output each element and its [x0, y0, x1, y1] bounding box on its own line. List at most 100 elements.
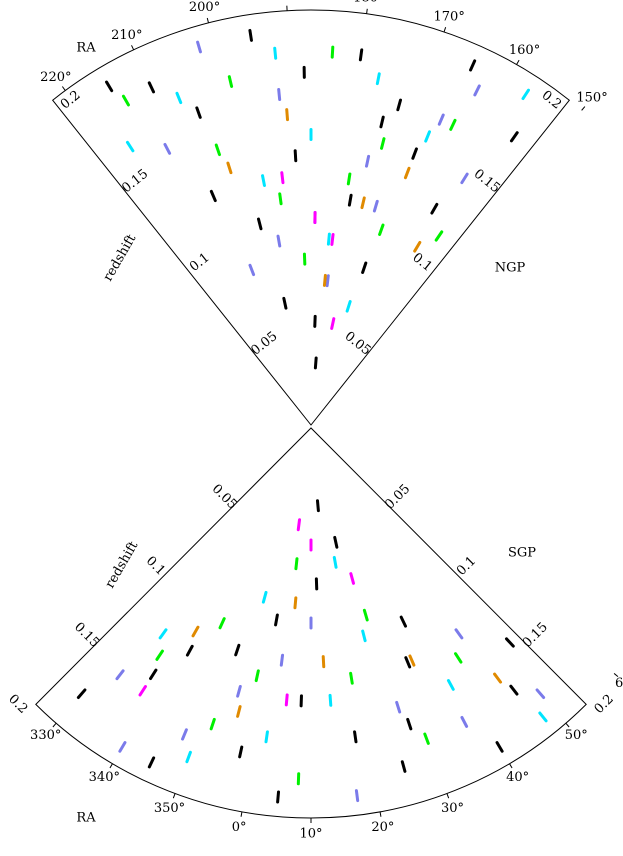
- galaxy: [227, 75, 234, 88]
- z-tick-label: 0.2: [5, 692, 30, 717]
- ra-tick: [379, 811, 382, 817]
- galaxy: [264, 730, 269, 744]
- galaxy: [424, 130, 431, 143]
- galaxy: [185, 750, 192, 764]
- galaxy: [121, 94, 130, 107]
- galaxy: [423, 732, 430, 745]
- z-axis-label: redshift: [101, 231, 140, 284]
- wedge-title: SGP: [508, 546, 536, 561]
- galaxy: [181, 728, 188, 741]
- ra-tick-label: 30°: [441, 801, 464, 816]
- ra-tick: [240, 811, 243, 817]
- galaxy: [326, 232, 331, 246]
- wedge-outline: [51, 9, 571, 426]
- galaxy: [257, 217, 263, 231]
- galaxy: [413, 240, 422, 253]
- galaxy: [277, 88, 282, 102]
- galaxy: [347, 193, 353, 207]
- galaxy: [380, 137, 386, 150]
- z-tick-label: 0.15: [71, 620, 102, 651]
- galaxy: [408, 654, 416, 667]
- galaxy: [282, 296, 288, 310]
- galaxy: [321, 655, 326, 669]
- galaxy: [493, 672, 503, 684]
- ra-tick-label: 210°: [111, 28, 142, 43]
- galaxy: [460, 716, 469, 728]
- galaxy: [234, 643, 241, 657]
- ra-tick-label: 220°: [40, 70, 71, 85]
- wedge-title: NGP: [495, 261, 526, 276]
- galaxy: [118, 741, 127, 753]
- galaxy: [330, 233, 335, 246]
- galaxy: [454, 628, 464, 640]
- galaxy: [138, 685, 147, 697]
- z-tick-label: 0.15: [520, 620, 551, 651]
- ra-tick-label: 170°: [434, 9, 465, 24]
- galaxy: [406, 717, 413, 731]
- galaxy: [495, 741, 504, 753]
- ra-tick: [516, 59, 520, 65]
- ra-tick: [613, 673, 619, 677]
- galaxy: [535, 688, 546, 699]
- galaxy: [509, 131, 519, 143]
- z-tick-label: 0.05: [209, 482, 240, 513]
- galaxy: [400, 760, 407, 773]
- galaxy: [504, 637, 515, 648]
- galaxy: [379, 115, 385, 129]
- ra-tick-label: 200°: [189, 0, 220, 15]
- galaxy: [328, 693, 333, 707]
- galaxy: [273, 46, 278, 60]
- galaxy: [330, 45, 335, 59]
- z-axis-label: redshift: [103, 538, 142, 591]
- galaxy: [155, 649, 164, 661]
- galaxy: [293, 149, 298, 163]
- galaxy: [294, 557, 299, 571]
- galaxy: [460, 172, 469, 185]
- ra-tick-label: 40°: [506, 770, 529, 785]
- galaxy: [411, 147, 418, 160]
- galaxy: [509, 684, 519, 696]
- galaxy: [345, 300, 352, 313]
- galaxy: [354, 789, 360, 803]
- z-tick-label: 0.2: [539, 88, 565, 113]
- ra-tick: [109, 763, 113, 769]
- ra-tick-label: 150°: [576, 91, 607, 106]
- galaxy: [372, 199, 379, 213]
- galaxy: [254, 669, 260, 683]
- galaxy: [403, 166, 411, 180]
- z-tick-label: 0.2: [58, 88, 84, 113]
- galaxy: [454, 652, 463, 664]
- z-tick-label: 0.1: [187, 250, 213, 275]
- galaxy: [353, 730, 358, 744]
- galaxy: [521, 88, 530, 101]
- galaxy: [125, 140, 135, 153]
- galaxy: [248, 263, 256, 277]
- ra-tick-label: 50°: [565, 728, 588, 743]
- galaxy: [349, 572, 355, 585]
- galaxy: [276, 234, 282, 248]
- ra-axis-label: RA: [76, 811, 96, 826]
- galaxy: [175, 91, 183, 105]
- galaxy: [325, 274, 330, 288]
- galaxy: [360, 196, 366, 210]
- galaxy: [322, 273, 327, 287]
- galaxy: [196, 40, 202, 54]
- galaxy: [362, 608, 369, 622]
- z-tick-label: 0.05: [382, 482, 413, 513]
- ra-tick: [509, 763, 513, 769]
- galaxy: [330, 317, 336, 330]
- galaxy: [378, 223, 385, 236]
- galaxy: [261, 590, 268, 604]
- ra-tick: [61, 86, 66, 91]
- galaxy: [313, 356, 318, 370]
- galaxy: [158, 628, 168, 640]
- galaxy: [293, 596, 298, 610]
- galaxy: [115, 669, 125, 681]
- ra-tick: [131, 45, 135, 51]
- ra-tick-label: 10°: [299, 827, 322, 842]
- galaxy: [276, 790, 281, 804]
- galaxy: [449, 118, 457, 131]
- galaxy: [446, 679, 455, 691]
- ra-tick: [581, 106, 586, 111]
- galaxy: [209, 189, 217, 203]
